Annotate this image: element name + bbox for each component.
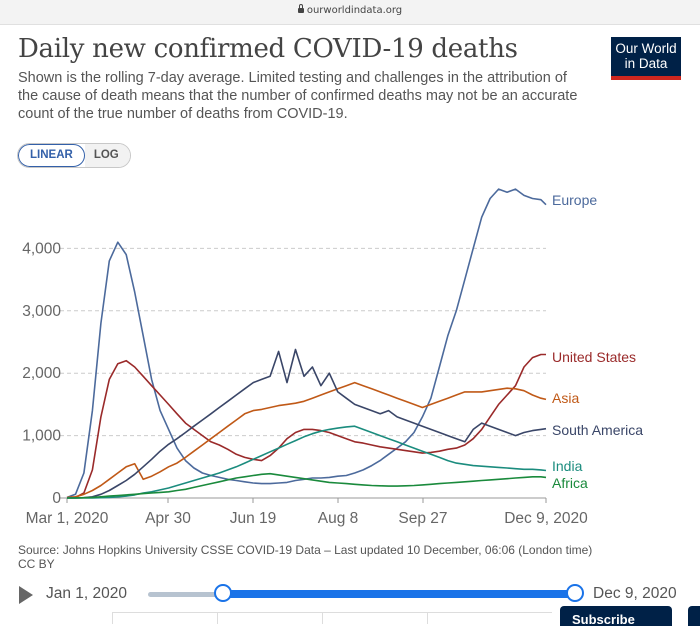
source-note: Source: Johns Hopkins University CSSE CO… — [18, 543, 668, 571]
logo-line-2: in Data — [624, 56, 668, 71]
series-line-asia — [66, 381, 547, 499]
x-tick-label: Apr 30 — [145, 510, 191, 527]
series-label-africa: Africa — [552, 475, 588, 491]
series-label-india: India — [552, 458, 583, 474]
subscribe-button[interactable]: Subscribe — [560, 606, 672, 626]
series-label-south-america: South America — [552, 422, 643, 438]
play-icon[interactable] — [19, 586, 33, 604]
y-tick-label: 0 — [52, 490, 61, 507]
chart-subtitle: Shown is the rolling 7-day average. Limi… — [18, 70, 578, 122]
scale-toggle: LINEAR LOG — [17, 143, 131, 168]
series-line-africa — [66, 472, 547, 499]
x-tick-label: Dec 9, 2020 — [504, 510, 588, 527]
linear-scale-button[interactable]: LINEAR — [18, 144, 85, 167]
series-line-south-america — [66, 348, 547, 499]
series-line-india — [67, 425, 547, 499]
browser-address-bar[interactable]: ourworldindata.org — [0, 0, 700, 25]
line-chart: 0 1,000 2,000 3,000 4,000 Mar 1, 2020 Apr 30 J… — [22, 188, 643, 527]
side-panel-tab[interactable] — [688, 606, 700, 626]
y-axis-ticks: 0 1,000 2,000 3,000 4,000 — [22, 240, 61, 507]
timeline-start-label: Jan 1, 2020 — [46, 585, 128, 602]
timeline-start-handle[interactable] — [214, 584, 232, 602]
chart-title: Daily new confirmed COVID-19 deaths — [18, 34, 518, 64]
logo-line-1: Our World — [615, 41, 677, 56]
series-line-united-states — [66, 353, 546, 499]
y-tick-label: 1,000 — [22, 428, 61, 445]
timeline-end-label: Dec 9, 2020 — [593, 585, 677, 602]
series-label-europe: Europe — [552, 192, 597, 208]
timeline-selected-range[interactable] — [222, 590, 574, 598]
url-text: ourworldindata.org — [306, 5, 403, 16]
series-label-united-states: United States — [552, 349, 636, 365]
y-tick-label: 4,000 — [22, 240, 61, 257]
x-tick-label: Mar 1, 2020 — [26, 510, 109, 527]
series-line-europe — [66, 188, 547, 499]
x-tick-label: Jun 19 — [230, 510, 277, 527]
timeline-end-handle[interactable] — [566, 584, 584, 602]
x-axis-ticks: Mar 1, 2020 Apr 30 Jun 19 Aug 8 Sep 27 Dec 9,… — [26, 498, 588, 527]
series-label-asia: Asia — [552, 390, 579, 406]
owid-logo[interactable]: Our World in Data — [611, 37, 681, 80]
log-scale-button[interactable]: LOG — [84, 144, 130, 167]
lock-icon — [297, 4, 304, 13]
url-display[interactable]: ourworldindata.org — [0, 4, 700, 16]
license-text: CC BY — [18, 557, 55, 571]
series-labels: Europe United States Asia South America Indi… — [552, 192, 643, 491]
source-text: Source: Johns Hopkins University CSSE CO… — [18, 543, 593, 557]
x-tick-label: Sep 27 — [398, 510, 447, 527]
series-lines — [66, 188, 547, 499]
bottom-tabs — [112, 612, 552, 624]
y-tick-label: 2,000 — [22, 365, 61, 382]
x-tick-label: Aug 8 — [318, 510, 359, 527]
y-tick-label: 3,000 — [22, 303, 61, 320]
